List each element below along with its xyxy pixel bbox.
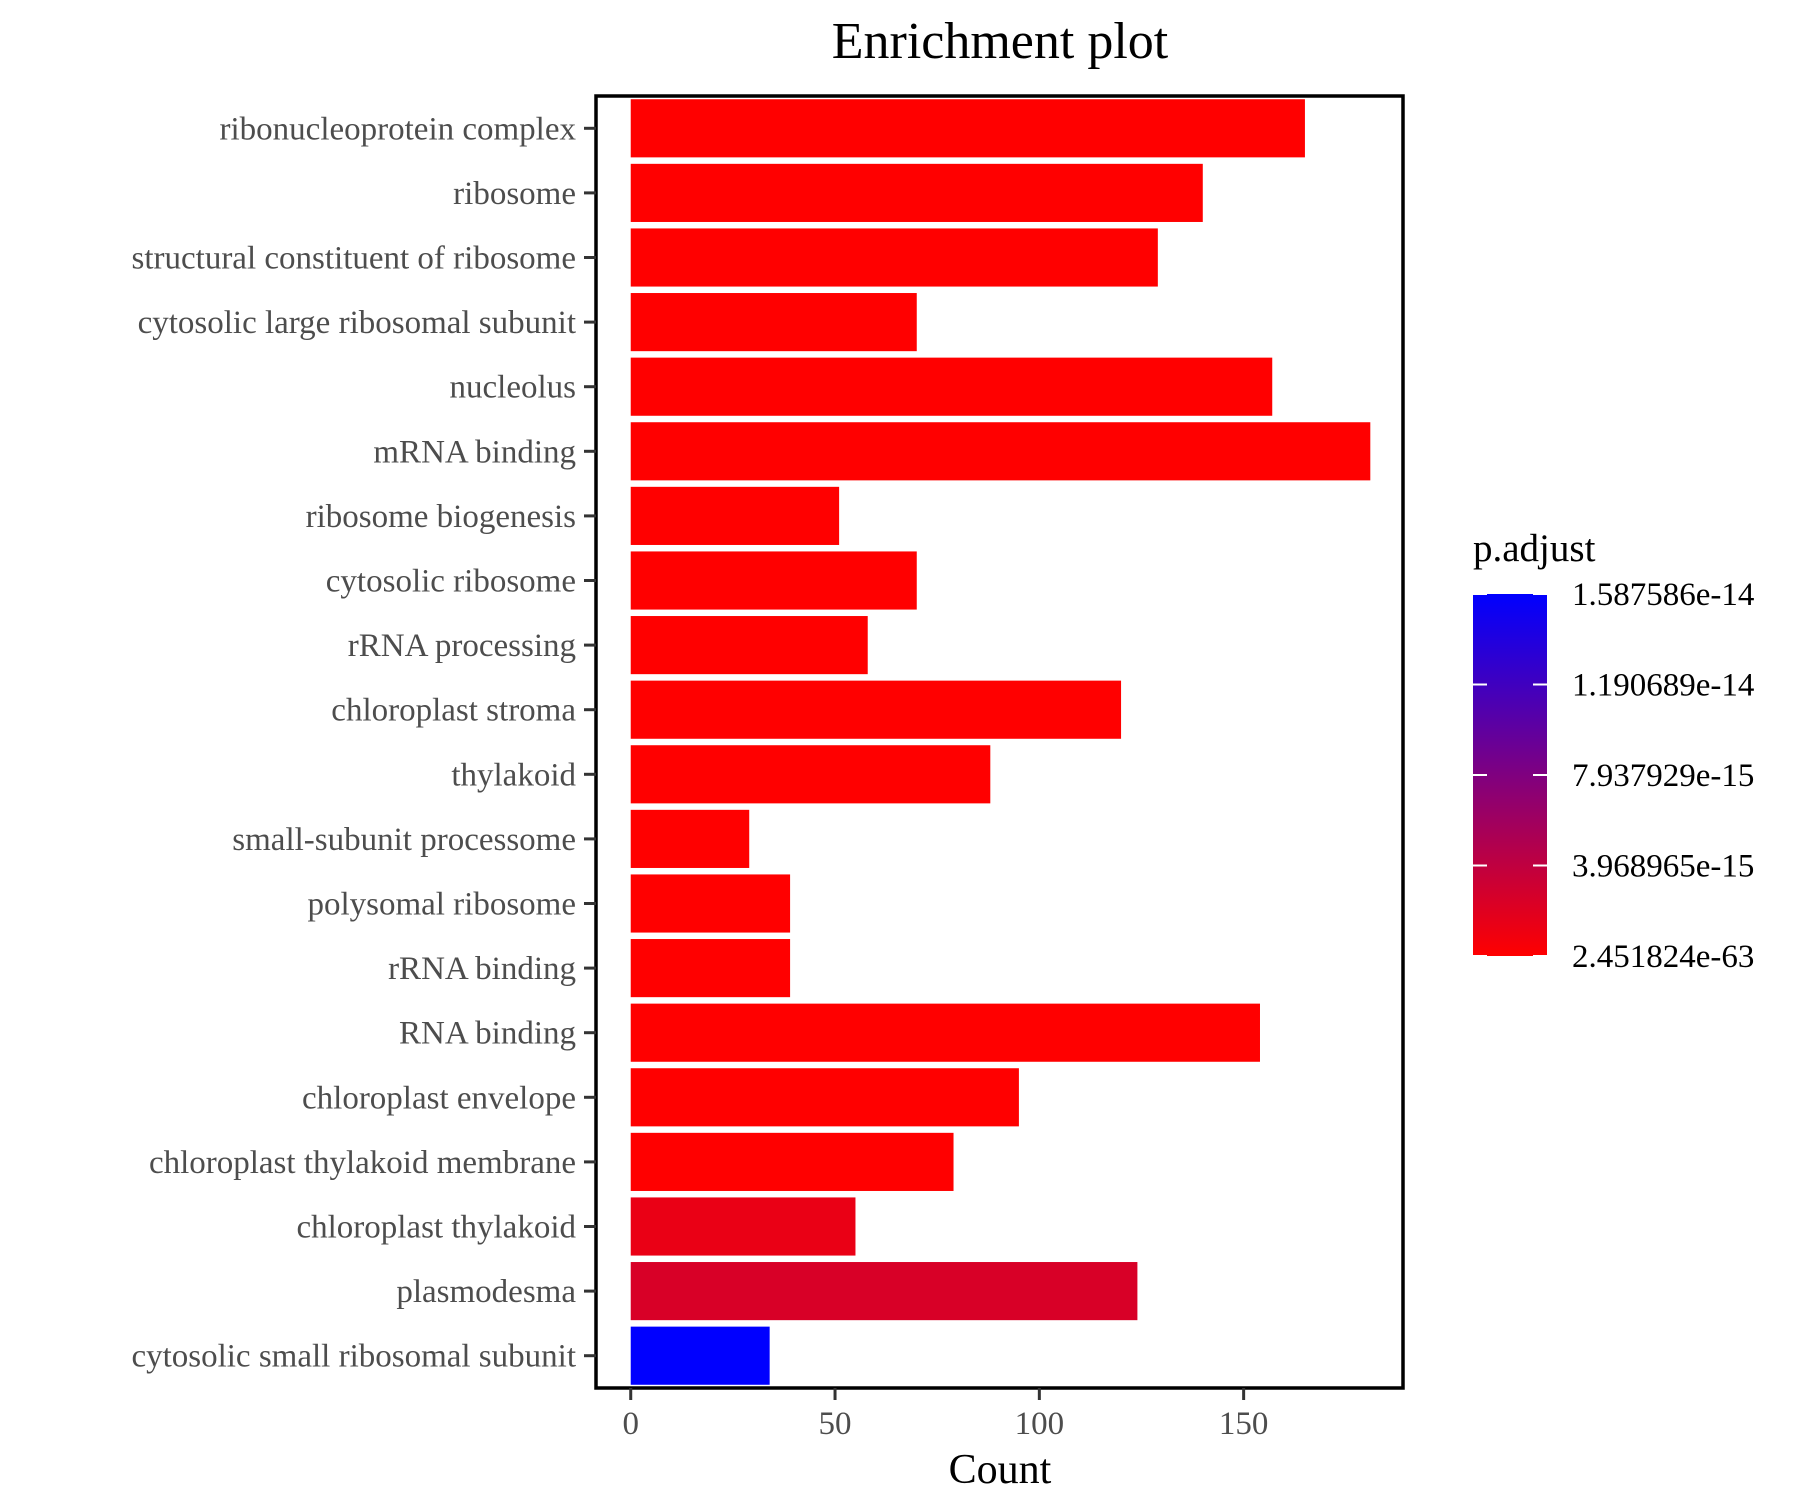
legend-label: 2.451824e-63 xyxy=(1572,939,1754,975)
x-tick-label: 50 xyxy=(819,1406,852,1442)
y-tick-label: rRNA processing xyxy=(348,628,576,664)
plot-panel-border xyxy=(594,94,1405,1390)
y-tick-label: chloroplast envelope xyxy=(302,1080,576,1116)
bar-11 xyxy=(630,809,750,868)
y-tick-label: chloroplast thylakoid membrane xyxy=(149,1145,576,1181)
bar-10 xyxy=(630,745,991,804)
y-tick-label: cytosolic small ribosomal subunit xyxy=(131,1339,576,1375)
bar-5 xyxy=(630,422,1371,481)
bar-9 xyxy=(630,680,1122,739)
y-tick-label: ribosome xyxy=(453,176,576,212)
y-tick-label: rRNA binding xyxy=(388,951,576,987)
bar-12 xyxy=(630,874,791,933)
legend-ticks: 1.587586e-14 1.190689e-14 7.937929e-15 3.96… xyxy=(1473,577,1754,975)
y-tick-label: cytosolic large ribosomal subunit xyxy=(138,305,576,341)
legend-label: 7.937929e-15 xyxy=(1572,758,1754,794)
bar-4 xyxy=(630,357,1273,416)
bar-0 xyxy=(630,99,1305,158)
x-axis-title: Count xyxy=(949,1447,1052,1493)
legend-label: 1.190689e-14 xyxy=(1572,668,1754,704)
legend-label: 3.968965e-15 xyxy=(1572,849,1754,885)
y-tick-label: cytosolic ribosome xyxy=(326,564,576,600)
y-tick-label: ribosome biogenesis xyxy=(306,499,576,535)
x-tick-label: 0 xyxy=(622,1406,639,1442)
bar-6 xyxy=(630,486,840,545)
bar-8 xyxy=(630,616,868,675)
y-tick-label: RNA binding xyxy=(399,1016,576,1052)
y-tick-label: chloroplast thylakoid xyxy=(296,1210,576,1246)
bar-13 xyxy=(630,939,791,998)
bars-layer xyxy=(630,99,1371,1385)
x-axis: 0 50 100 150 xyxy=(622,1388,1268,1442)
y-tick-label: ribonucleoprotein complex xyxy=(220,111,577,147)
x-tick-label: 150 xyxy=(1219,1406,1269,1442)
y-tick-label: thylakoid xyxy=(451,757,576,793)
bar-19 xyxy=(630,1326,770,1385)
bar-1 xyxy=(630,163,1203,222)
bar-15 xyxy=(630,1068,1019,1127)
legend-title: p.adjust xyxy=(1473,527,1596,570)
bar-7 xyxy=(630,551,917,610)
legend-label: 1.587586e-14 xyxy=(1572,577,1754,613)
y-tick-label: plasmodesma xyxy=(396,1274,576,1310)
bar-2 xyxy=(630,228,1158,287)
x-tick-label: 100 xyxy=(1015,1406,1065,1442)
y-tick-label: structural constituent of ribosome xyxy=(132,241,577,277)
bar-3 xyxy=(630,293,917,352)
chart-title: Enrichment plot xyxy=(832,13,1169,70)
y-tick-label: small-subunit processome xyxy=(232,822,576,858)
y-axis: ribonucleoprotein complex ribosome structu… xyxy=(131,111,596,1375)
y-tick-label: nucleolus xyxy=(450,370,576,406)
bar-14 xyxy=(630,1003,1260,1062)
y-tick-label: mRNA binding xyxy=(373,434,576,470)
bar-16 xyxy=(630,1132,954,1191)
y-tick-label: chloroplast stroma xyxy=(331,693,576,729)
y-tick-label: polysomal ribosome xyxy=(307,887,576,923)
bar-18 xyxy=(630,1262,1138,1321)
bar-17 xyxy=(630,1197,856,1256)
color-legend: p.adjust 1.587586e-14 1.190689e-14 7.93792… xyxy=(1473,527,1754,975)
